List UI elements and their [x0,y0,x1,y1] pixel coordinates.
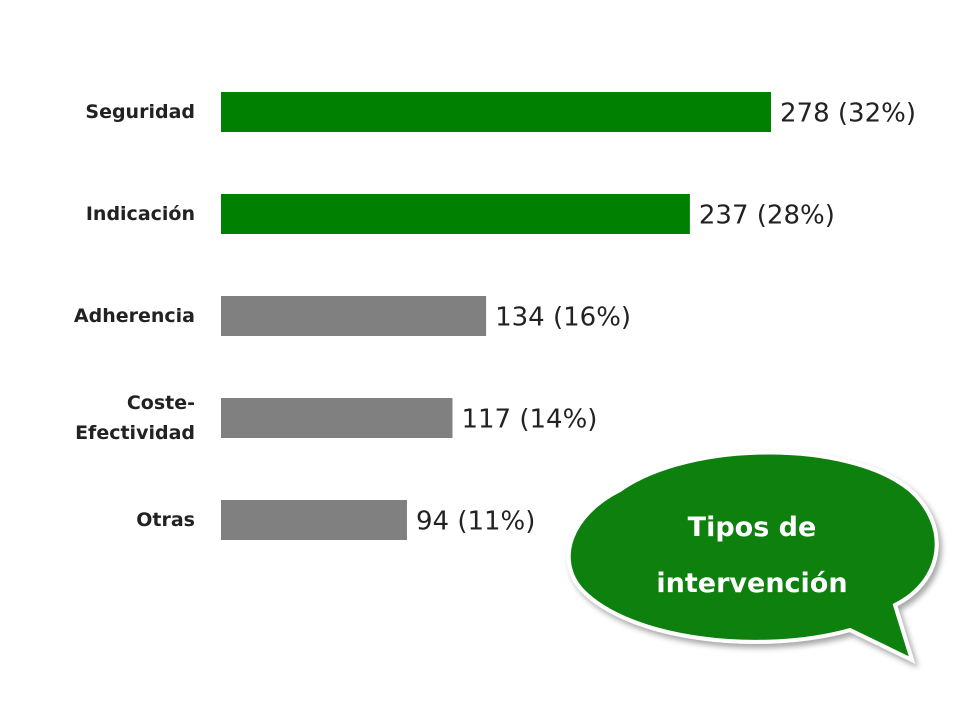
value-label: 237 (28%) [699,201,835,231]
bar [221,500,407,540]
bar [221,194,690,234]
speech-bubble [566,450,939,664]
category-label: Adherencia [73,305,195,327]
value-label: 134 (16%) [495,303,631,333]
value-label: 94 (11%) [416,507,535,537]
bar [221,92,771,132]
category-label: Otras [136,509,195,531]
bar [221,296,487,336]
chart-title: Tipos de intervención [656,512,848,599]
category-label: Seguridad [85,101,195,123]
bar [221,398,453,438]
value-label: 117 (14%) [461,405,597,435]
category-label: Coste-Efectividad [75,392,195,444]
category-label: Indicación [85,203,195,225]
bars: 278 (32%) 237 (28%) 134 (16%) 117 (14%) 94 (… [221,92,916,540]
value-label: 278 (32%) [780,99,916,129]
